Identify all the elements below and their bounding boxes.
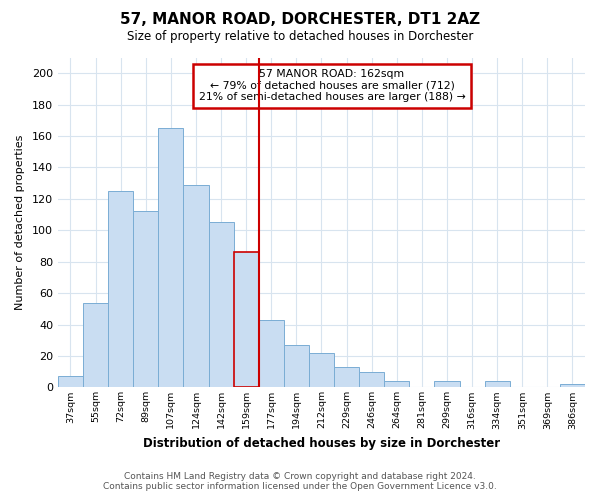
Bar (83, 302, 108, 388)
Text: Size of property relative to detached houses in Dorchester: Size of property relative to detached ho… (127, 30, 473, 43)
Bar (284, 345, 309, 388)
Bar (259, 320, 284, 388)
Bar (108, 191, 133, 388)
Bar (184, 184, 209, 388)
Bar (485, 381, 510, 388)
Y-axis label: Number of detached properties: Number of detached properties (15, 135, 25, 310)
Bar (560, 384, 585, 388)
Bar (334, 367, 359, 388)
Text: 57 MANOR ROAD: 162sqm
← 79% of detached houses are smaller (712)
21% of semi-det: 57 MANOR ROAD: 162sqm ← 79% of detached … (199, 69, 466, 102)
Bar (233, 252, 259, 388)
Text: Contains HM Land Registry data © Crown copyright and database right 2024.
Contai: Contains HM Land Registry data © Crown c… (103, 472, 497, 491)
Bar (133, 212, 158, 388)
Bar (58, 376, 83, 388)
Bar (209, 222, 233, 388)
Bar (434, 381, 460, 388)
Text: 57, MANOR ROAD, DORCHESTER, DT1 2AZ: 57, MANOR ROAD, DORCHESTER, DT1 2AZ (120, 12, 480, 28)
Bar (158, 128, 184, 388)
X-axis label: Distribution of detached houses by size in Dorchester: Distribution of detached houses by size … (143, 437, 500, 450)
Bar (384, 381, 409, 388)
Bar (309, 353, 334, 388)
Bar (359, 372, 384, 388)
